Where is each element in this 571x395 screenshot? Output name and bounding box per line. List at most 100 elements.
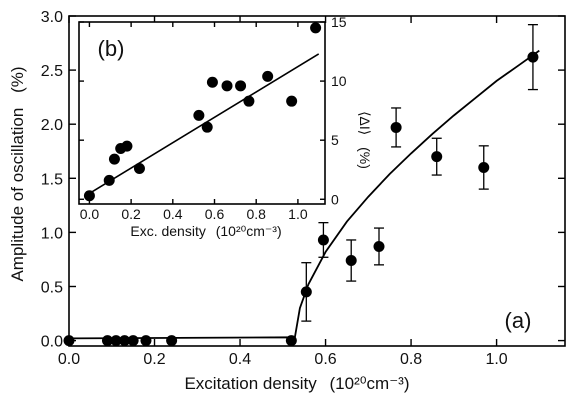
main-y-tick-label: 1.5 [41, 171, 63, 188]
inset-data-point [103, 174, 115, 186]
inset-data-point [108, 153, 120, 165]
inset-data-point [201, 121, 213, 133]
inset-data-point [235, 80, 247, 92]
inset-data-point [221, 80, 233, 92]
main-data-point [285, 335, 297, 347]
inset-x-tick-label: 0.6 [205, 206, 225, 222]
inset-marker [243, 95, 255, 107]
inset-panel-label: (b) [98, 36, 125, 61]
inset-x-tick-label: 1.0 [288, 206, 308, 222]
main-x-axis-label-text: Excitation density [184, 374, 317, 393]
main-data-point [478, 145, 490, 190]
inset-marker [310, 22, 322, 34]
inset-marker [108, 153, 120, 165]
main-y-tick-label: 2.5 [41, 63, 63, 80]
inset-marker [121, 140, 133, 152]
inset-marker [286, 95, 298, 107]
inset-data-point [121, 140, 133, 152]
main-x-tick-label: 0.8 [400, 351, 422, 368]
inset-data-point [206, 76, 218, 88]
main-tick-labels: 0.0 0.2 0.4 0.6 0.8 1.0 0.0 0.5 1.0 1.5 2.0 2.5 3.0 [41, 9, 508, 368]
inset-marker [103, 174, 115, 186]
main-marker [373, 240, 385, 252]
main-marker [527, 51, 539, 63]
inset-y-axis-label-unit: (%) [357, 147, 373, 169]
inset-marker [193, 109, 205, 121]
main-data-point [110, 335, 122, 347]
main-x-axis-label-unit: (10²⁰cm⁻³) [330, 374, 410, 393]
inset-marker [262, 70, 274, 82]
inset-x-tick-label: 0.2 [121, 206, 141, 222]
main-marker [110, 335, 122, 347]
main-marker [317, 234, 329, 246]
main-data-point [317, 222, 329, 258]
inset-data-point [243, 95, 255, 107]
main-data-point [119, 335, 131, 347]
main-y-axis-label: Amplitude of oscillation (%) [8, 66, 27, 281]
main-data-point [140, 335, 152, 347]
main-x-tick-label: 0.0 [58, 351, 80, 368]
inset-data-point [133, 163, 145, 175]
inset-y-tick-label: 15 [331, 14, 347, 30]
inset-x-tick-label: 0.0 [80, 206, 100, 222]
main-marker [101, 335, 113, 347]
inset-y-tick-label: 5 [331, 132, 339, 148]
main-points [63, 24, 539, 347]
main-marker [119, 335, 131, 347]
main-y-axis-label-text: Amplitude of oscillation [8, 108, 27, 282]
main-x-axis-label: Excitation density (10²⁰cm⁻³) [184, 374, 409, 393]
main-x-tick-label: 0.6 [314, 351, 336, 368]
main-x-tick-label: 1.0 [485, 351, 507, 368]
inset-data-point [193, 109, 205, 121]
inset-y-tick-label: 10 [331, 73, 347, 89]
inset-x-tick-label: 0.8 [246, 206, 266, 222]
main-fit-line [68, 49, 540, 343]
main-data-point [101, 335, 113, 347]
inset-marker [201, 121, 213, 133]
inset-data-point [310, 22, 322, 34]
main-marker [127, 335, 139, 347]
main-marker [166, 335, 178, 347]
main-y-tick-label: 3.0 [41, 9, 63, 26]
inset-x-axis-label: Exc. density (10²⁰cm⁻³) [130, 223, 281, 239]
inset-y-axis-label-text: ⟨ΔI⟩ [357, 111, 373, 135]
inset-chart: 0.0 0.2 0.4 0.6 0.8 1.0 0 5 10 15 (b) Exc. densit… [78, 14, 373, 239]
inset-marker [206, 76, 218, 88]
inset-marker [83, 190, 95, 202]
main-y-tick-label: 0.0 [41, 334, 63, 351]
main-data-point [345, 239, 357, 282]
main-data-point [300, 262, 312, 322]
main-marker [140, 335, 152, 347]
inset-marker [235, 80, 247, 92]
main-plot-frame [68, 15, 566, 347]
inset-y-axis-label: ⟨ΔI⟩ (%) [357, 111, 373, 169]
main-marker [345, 255, 357, 267]
main-x-tick-label: 0.4 [229, 351, 251, 368]
main-y-tick-label: 1.0 [41, 225, 63, 242]
inset-tick-labels: 0.0 0.2 0.4 0.6 0.8 1.0 0 5 10 15 [80, 14, 347, 222]
main-data-point [127, 335, 139, 347]
inset-data-point [83, 190, 95, 202]
main-panel-label: (a) [505, 308, 532, 333]
inset-marker [133, 163, 145, 175]
main-data-point [390, 107, 402, 148]
inset-points [83, 22, 322, 202]
main-marker [63, 335, 75, 347]
main-y-tick-label: 2.0 [41, 117, 63, 134]
inset-marker [221, 80, 233, 92]
main-marker [285, 335, 297, 347]
main-data-point [527, 24, 539, 91]
main-data-point [63, 335, 75, 347]
main-chart: 0.0 0.2 0.4 0.6 0.8 1.00.00.51.01.52.02.53.0 … [8, 9, 566, 393]
main-x-tick-label: 0.2 [143, 351, 165, 368]
inset-y-tick-label: 0 [331, 191, 339, 207]
main-data-point [166, 335, 178, 347]
main-marker [431, 151, 443, 163]
main-marker [390, 121, 402, 133]
main-data-point [373, 227, 385, 266]
inset-x-axis-label-text: Exc. density [130, 223, 205, 239]
main-y-tick-label: 0.5 [41, 279, 63, 296]
main-marker [300, 286, 312, 298]
inset-data-point [262, 70, 274, 82]
